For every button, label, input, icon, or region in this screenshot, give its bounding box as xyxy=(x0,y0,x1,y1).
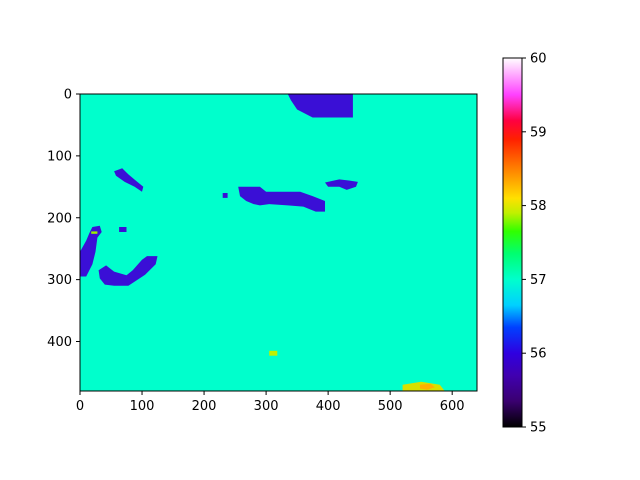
colorbar-axis: 55 56 57 58 59 60 xyxy=(522,52,547,436)
y-tick-label: 400 xyxy=(47,335,72,350)
y-tick-label: 100 xyxy=(47,149,72,164)
x-tick-label: 400 xyxy=(316,399,341,414)
colorbar xyxy=(502,57,523,428)
heatmap-region-5 xyxy=(80,225,102,277)
heatmap-region-9 xyxy=(91,231,98,234)
y-tick-label: 300 xyxy=(47,273,72,288)
y-tick-label: 0 xyxy=(64,88,72,103)
y-axis: 0 100 200 300 400 xyxy=(47,88,80,350)
heatmap-region-2 xyxy=(238,186,325,212)
heatmap-regions xyxy=(80,94,445,391)
x-tick-label: 500 xyxy=(378,399,403,414)
colorbar-tick-label: 59 xyxy=(530,125,547,140)
heatmap-region-3 xyxy=(222,193,228,198)
x-tick-label: 600 xyxy=(440,399,465,414)
heatmap-region-11 xyxy=(419,383,435,390)
heatmap-region-4 xyxy=(325,179,358,190)
colorbar-tick-label: 57 xyxy=(530,273,547,288)
y-tick-label: 200 xyxy=(47,211,72,226)
heatmap-region-0 xyxy=(287,94,353,118)
colorbar-tick-label: 55 xyxy=(530,421,547,436)
heatmap-region-8 xyxy=(269,350,278,356)
heatmap-region-6 xyxy=(119,227,127,232)
x-axis: 0 100 200 300 400 500 600 xyxy=(76,391,465,414)
x-tick-label: 100 xyxy=(130,399,155,414)
colorbar-tick-label: 58 xyxy=(530,199,547,214)
heatmap-background xyxy=(80,94,477,391)
x-tick-label: 300 xyxy=(254,399,279,414)
plot-frame xyxy=(79,93,478,392)
heatmap-region-1 xyxy=(114,168,144,192)
colorbar-tick-label: 60 xyxy=(530,52,547,67)
x-tick-label: 0 xyxy=(76,399,84,414)
colorbar-tick-label: 56 xyxy=(530,347,547,362)
x-tick-label: 200 xyxy=(192,399,217,414)
heatmap-region-7 xyxy=(98,256,158,286)
